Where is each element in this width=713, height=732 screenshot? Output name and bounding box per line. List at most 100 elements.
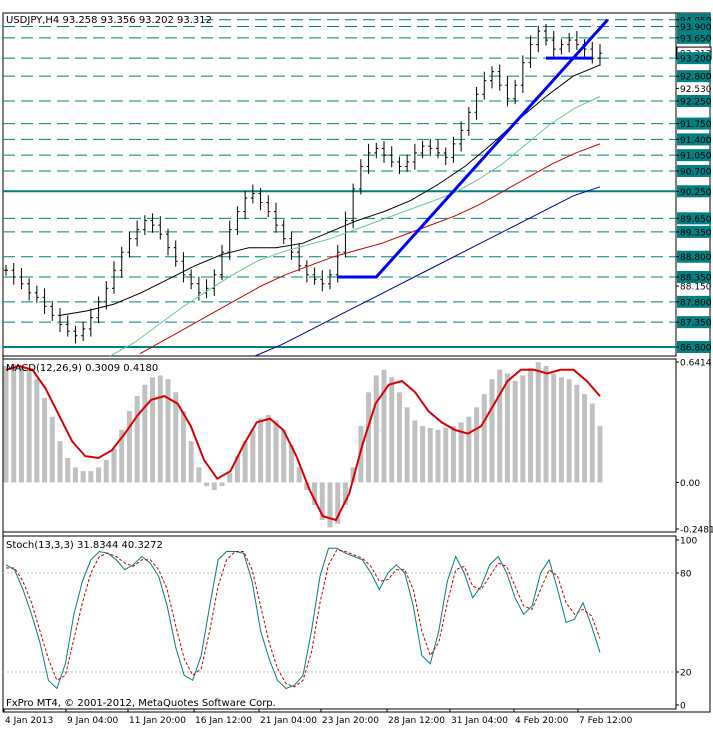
macd-histogram-bar <box>57 441 63 483</box>
price-axis-tick: 93.900 <box>680 23 712 33</box>
pane-frame-0 <box>2 12 677 357</box>
macd-histogram-bar <box>512 381 518 483</box>
macd-histogram-bar <box>582 394 588 483</box>
macd-signal-line <box>5 364 601 522</box>
stoch-title: Stoch(13,3,3) 31.8344 40.3272 <box>6 540 163 551</box>
x-axis-label: 23 Jan 20:00 <box>322 716 379 726</box>
stoch-axis-tick: 100 <box>680 537 697 547</box>
price-level-label-bg <box>677 52 711 65</box>
macd-histogram-bar <box>157 375 163 483</box>
macd-histogram-bar <box>396 392 402 483</box>
macd-histogram-bar <box>412 420 418 483</box>
macd-histogram-bar <box>3 366 9 483</box>
macd-histogram-bar <box>258 418 264 483</box>
macd-axis-tick: 0.00 <box>680 479 700 489</box>
price-level-label-bg <box>677 212 711 225</box>
x-axis-label: 7 Feb 12:00 <box>579 716 633 726</box>
macd-histogram-bar <box>72 467 78 483</box>
macd-histogram-bar <box>80 471 86 483</box>
macd-histogram-bar <box>443 427 449 483</box>
macd-histogram-bar <box>551 373 557 483</box>
macd-histogram-bar <box>42 397 48 483</box>
macd-histogram-bar <box>204 482 210 487</box>
price-axis-tick: 91.750 <box>680 120 712 130</box>
price-level-label-bg <box>677 149 711 162</box>
macd-histogram-bar <box>26 369 32 483</box>
chart-title: USDJPY,H4 93.258 93.356 93.202 93.312 <box>6 15 212 26</box>
macd-histogram-bar <box>219 482 225 487</box>
price-level-label-bg <box>677 271 711 284</box>
price-level-label-bg <box>677 70 711 83</box>
price-axis-tick: 86.800 <box>680 343 712 353</box>
macd-histogram-bar <box>126 411 132 483</box>
price-axis-tick: 88.350 <box>680 274 712 284</box>
title-bg <box>4 14 204 26</box>
price-axis-tick: 92.530 <box>680 85 712 95</box>
macd-histogram-bar <box>49 416 55 483</box>
price-axis-tick: 88.800 <box>680 253 712 263</box>
price-axis-tick: 89.350 <box>680 228 712 238</box>
price-axis-tick: 91.400 <box>680 136 712 146</box>
macd-histogram-bar <box>242 441 248 483</box>
macd-histogram-bar <box>481 394 487 483</box>
price-axis-tick: 93.650 <box>680 34 712 44</box>
macd-histogram-bar <box>350 467 356 483</box>
macd-histogram-bar <box>173 392 179 483</box>
macd-histogram-bar <box>342 482 348 505</box>
macd-histogram-bar <box>304 482 310 490</box>
price-axis-tick: 87.350 <box>680 319 712 329</box>
macd-histogram-bar <box>227 473 233 483</box>
x-axis-label: 9 Jan 04:00 <box>67 716 119 726</box>
macd-histogram-bar <box>535 362 541 483</box>
macd-histogram-bar <box>474 407 480 483</box>
macd-histogram-bar <box>458 422 464 483</box>
macd-histogram-bar <box>165 379 171 483</box>
macd-histogram-bar <box>574 384 580 483</box>
macd-histogram-bar <box>373 375 379 483</box>
macd-histogram-bar <box>312 482 318 505</box>
macd-histogram-bar <box>142 384 148 483</box>
macd-histogram-bar <box>281 429 287 483</box>
macd-histogram-bar <box>319 482 325 520</box>
macd-histogram-bar <box>180 411 186 483</box>
pane-frame-2 <box>2 535 677 710</box>
x-axis-label: 28 Jan 12:00 <box>388 716 445 726</box>
macd-axis-tick: 0.6414 <box>680 359 712 369</box>
stoch-main-line <box>5 547 601 690</box>
macd-histogram-bar <box>450 426 456 483</box>
macd-histogram-bar <box>11 364 17 483</box>
price-level-label-bg <box>677 164 711 177</box>
macd-histogram-bar <box>65 458 71 483</box>
price-level-label-bg <box>677 185 711 198</box>
macd-histogram-bar <box>389 377 395 483</box>
price-level-label-bg <box>677 133 711 146</box>
x-axis-label: 31 Jan 04:00 <box>451 716 508 726</box>
price-axis-tick: 89.650 <box>680 215 712 225</box>
macd-histogram-bar <box>504 373 510 483</box>
price-level-label-bg <box>677 31 711 44</box>
macd-histogram-bar <box>103 459 109 483</box>
macd-histogram-bar <box>589 403 595 483</box>
macd-histogram-bar <box>188 441 194 483</box>
macd-histogram-bar <box>597 426 603 483</box>
macd-histogram-bar <box>404 407 410 483</box>
macd-histogram-bar <box>211 482 217 490</box>
macd-histogram-bar <box>119 429 125 483</box>
macd-axis-tick: -0.2481 <box>680 526 713 536</box>
trendline[interactable] <box>337 18 609 279</box>
macd-histogram-bar <box>88 471 94 483</box>
macd-histogram-bar <box>150 377 156 483</box>
macd-histogram-bar <box>288 444 294 483</box>
price-axis-tick: 88.150 <box>680 283 712 293</box>
stoch-axis-tick: 20 <box>680 669 692 679</box>
macd-histogram-bar <box>34 379 40 483</box>
x-axis-label: 4 Feb 20:00 <box>515 716 569 726</box>
chart-frame <box>2 12 711 713</box>
price-level-label-bg <box>677 250 711 263</box>
macd-histogram-bar <box>18 366 24 483</box>
x-axis-label: 21 Jan 04:00 <box>260 716 317 726</box>
price-level-label-bg <box>677 295 711 308</box>
moving-average-line <box>139 143 601 355</box>
